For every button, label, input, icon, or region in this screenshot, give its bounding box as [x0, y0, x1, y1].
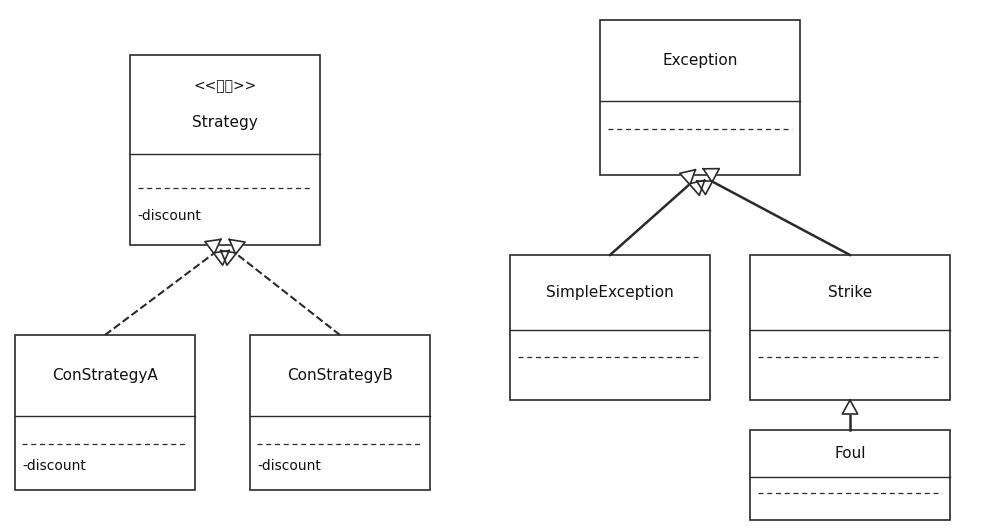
Text: -discount: -discount	[138, 209, 201, 223]
Bar	[250, 335, 430, 490]
Polygon shape	[703, 169, 719, 182]
Text: -discount: -discount	[257, 459, 321, 473]
Polygon shape	[205, 240, 221, 254]
Text: -discount: -discount	[22, 459, 86, 473]
Bar	[15, 335, 195, 490]
Polygon shape	[689, 180, 705, 195]
Polygon shape	[697, 181, 713, 195]
Bar	[510, 255, 710, 400]
Text: ConStrategyA: ConStrategyA	[52, 368, 158, 383]
Text: Strike: Strike	[828, 285, 872, 300]
Polygon shape	[842, 400, 858, 414]
Bar	[750, 255, 950, 400]
Polygon shape	[229, 240, 245, 254]
Text: Foul: Foul	[834, 446, 866, 461]
Text: Strategy: Strategy	[192, 114, 258, 130]
Text: ConStrategyB: ConStrategyB	[287, 368, 393, 383]
Text: <<接口>>: <<接口>>	[193, 80, 257, 94]
Bar	[600, 20, 800, 175]
Bar	[750, 430, 950, 520]
Bar	[130, 55, 320, 245]
Text: Exception: Exception	[662, 53, 738, 68]
Polygon shape	[221, 251, 236, 265]
Polygon shape	[680, 170, 695, 185]
Text: SimpleException: SimpleException	[546, 285, 674, 300]
Polygon shape	[213, 251, 229, 265]
